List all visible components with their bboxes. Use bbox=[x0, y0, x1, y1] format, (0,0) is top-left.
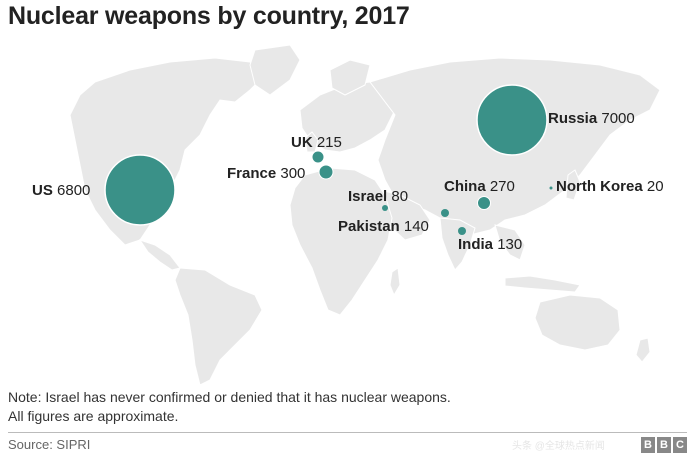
france-bubble bbox=[318, 164, 334, 180]
bbc-logo-letter: B bbox=[641, 437, 655, 453]
north-korea-bubble bbox=[549, 186, 553, 190]
japan-shape bbox=[565, 169, 581, 201]
south-america-shape bbox=[174, 267, 263, 385]
india-bubble bbox=[458, 227, 466, 235]
page-title: Nuclear weapons by country, 2017 bbox=[8, 2, 410, 30]
us-bubble bbox=[104, 154, 176, 226]
world-map: US 6800 Russia 7000 UK 215 France 300 Is… bbox=[0, 40, 695, 385]
divider bbox=[8, 432, 687, 433]
russia-bubble bbox=[476, 84, 548, 156]
russia-label: Russia 7000 bbox=[548, 110, 635, 127]
scandinavia-shape bbox=[329, 59, 371, 96]
southeast-asia-shape bbox=[494, 224, 526, 261]
uk-shape bbox=[304, 131, 319, 153]
world-map-svg bbox=[69, 44, 661, 385]
north-korea-label: North Korea 20 bbox=[556, 178, 664, 195]
australia-shape bbox=[534, 294, 621, 351]
central-america-shape bbox=[138, 239, 181, 271]
bbc-logo-letter: C bbox=[673, 437, 687, 453]
china-label: China 270 bbox=[444, 178, 515, 195]
new-zealand-shape bbox=[635, 337, 651, 363]
india-shape bbox=[439, 217, 476, 271]
greenland-shape bbox=[249, 44, 301, 96]
watermark: 头条 @全球热点新闻 bbox=[512, 441, 605, 452]
pakistan-bubble bbox=[441, 209, 449, 217]
source-credit: Source: SIPRI bbox=[8, 437, 91, 452]
bbc-logo-letter: B bbox=[657, 437, 671, 453]
africa-shape bbox=[289, 167, 393, 316]
india-label: India 130 bbox=[458, 236, 523, 253]
uk-bubble bbox=[311, 150, 325, 164]
pakistan-label: Pakistan 140 bbox=[338, 218, 429, 235]
bbc-logo: B B C bbox=[641, 437, 687, 453]
us-label: US 6800 bbox=[32, 182, 91, 199]
bubble-layer bbox=[104, 84, 553, 235]
israel-label: Israel 80 bbox=[348, 188, 409, 205]
indonesia-shape bbox=[504, 275, 581, 293]
france-label: France 300 bbox=[227, 165, 306, 182]
israel-bubble bbox=[382, 205, 388, 211]
china-bubble bbox=[477, 196, 491, 210]
footnote: Note: Israel has never confirmed or deni… bbox=[8, 388, 451, 426]
north-america-shape bbox=[69, 57, 266, 246]
madagascar-shape bbox=[389, 267, 401, 297]
uk-label: UK 215 bbox=[291, 134, 342, 151]
note-line-2: All figures are approximate. bbox=[8, 408, 179, 424]
note-line-1: Note: Israel has never confirmed or deni… bbox=[8, 389, 451, 405]
